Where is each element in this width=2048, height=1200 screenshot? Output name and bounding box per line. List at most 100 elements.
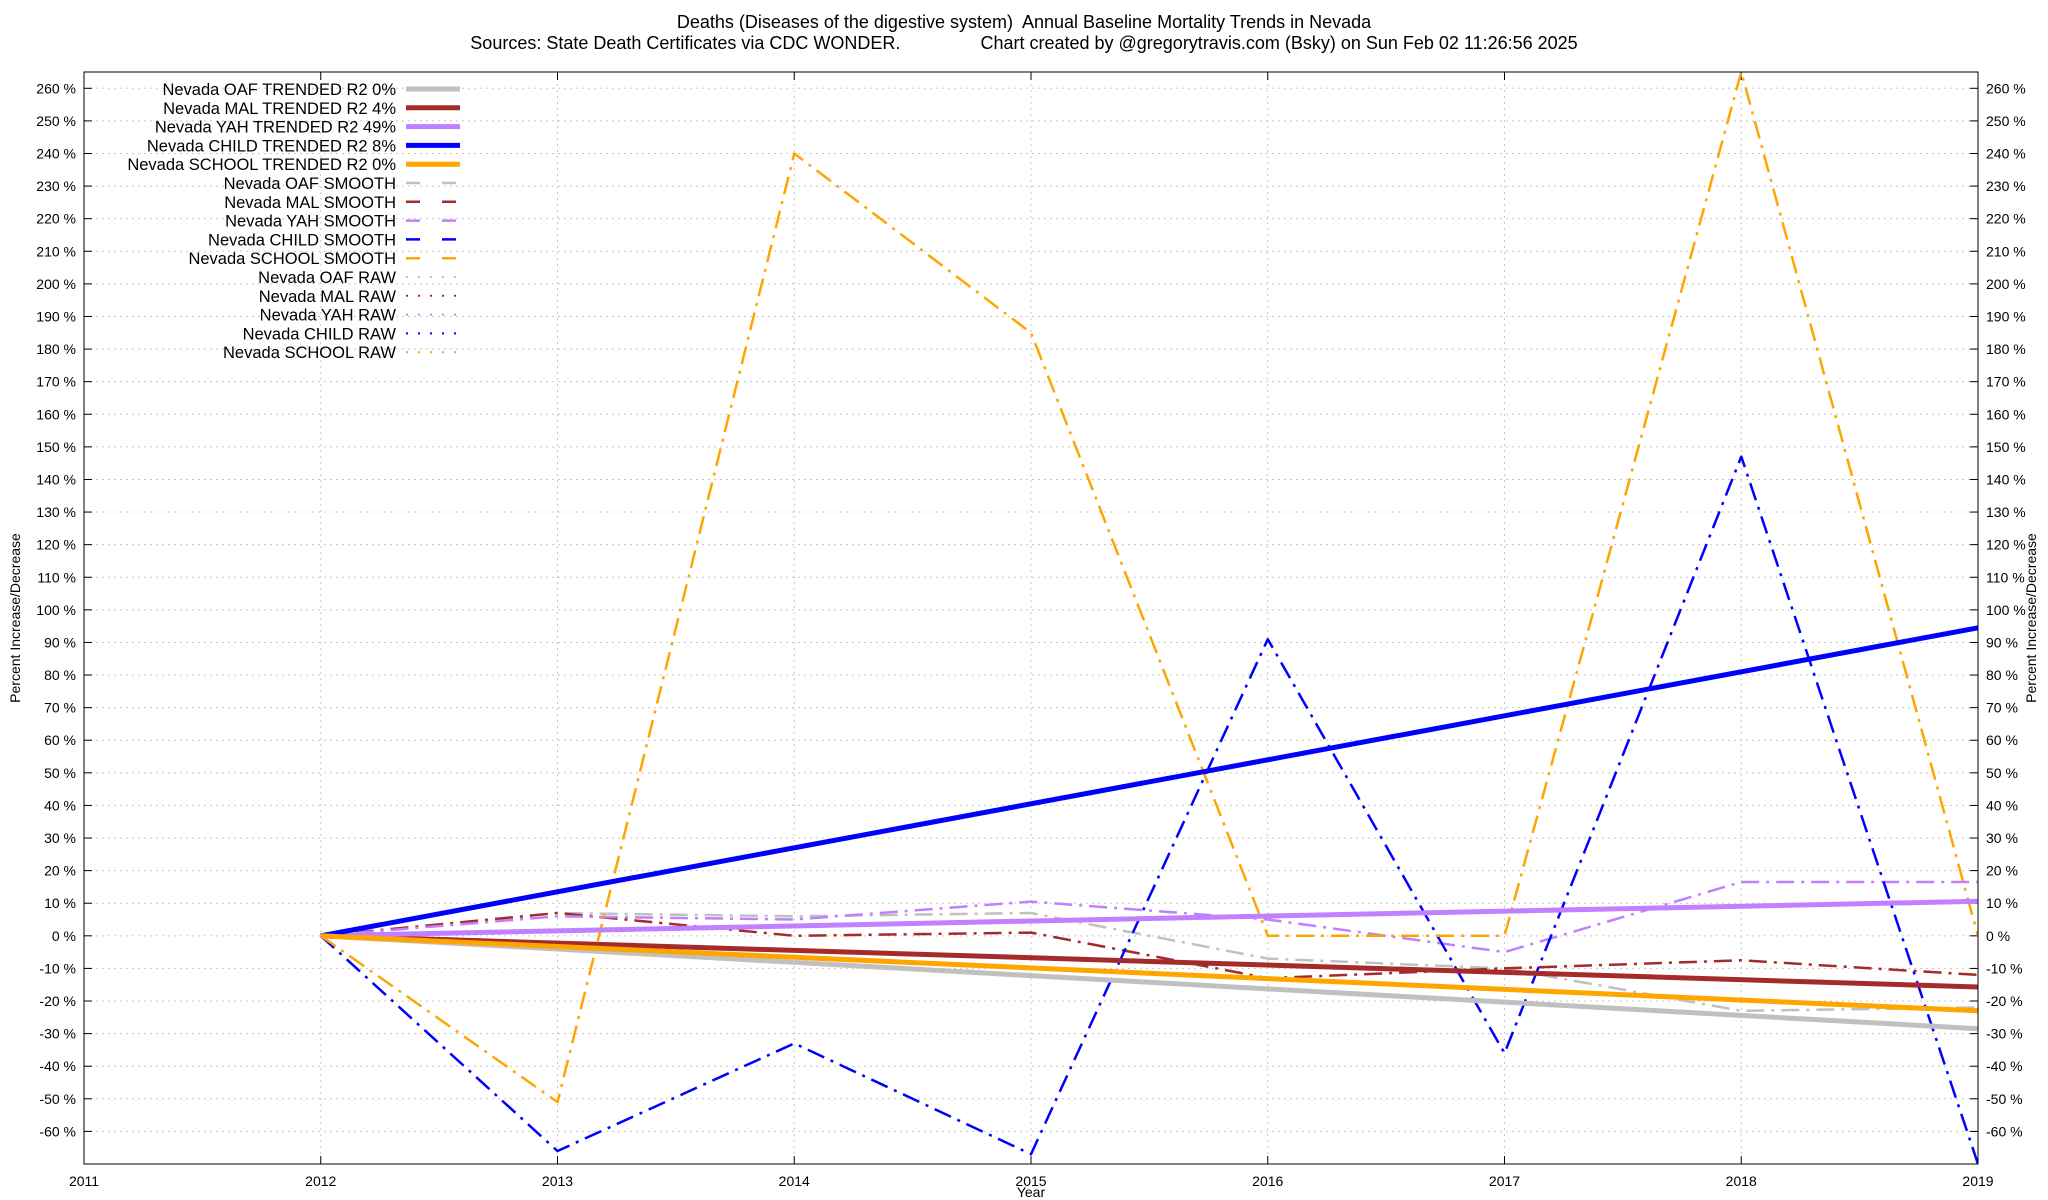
series-line [320,933,1978,1032]
plot-frame [83,71,1979,1165]
y-tick-label-right: -60 % [1986,1123,2023,1139]
legend-label: Nevada CHILD TRENDED R2 8% [147,137,396,155]
y-tick-label-right: 120 % [1986,537,2026,553]
y-tick-label: 120 % [36,537,76,553]
series-lines [319,72,1978,1164]
legend-label: Nevada MAL TRENDED R2 4% [163,100,396,118]
y-axis-label: Percent Increase/Decrease [7,533,23,703]
y-tick-label: 30 % [44,830,76,846]
legend-label: Nevada MAL SMOOTH [224,194,396,212]
y-tick-label-right: 50 % [1986,765,2018,781]
y-tick-label-right: 60 % [1986,732,2018,748]
legend-label: Nevada SCHOOL RAW [223,344,396,362]
series-line [320,625,1978,939]
y-tick-label-right: 250 % [1986,113,2026,129]
y-tick-label: 260 % [36,80,76,96]
series-line [320,933,1978,1014]
y-tick-label: -40 % [39,1058,76,1074]
series-line [320,72,1978,1104]
y-tick-label: 90 % [44,634,76,650]
y-tick-label-right: 30 % [1986,830,2018,846]
y-tick-label: -20 % [39,993,76,1009]
series-line [320,880,1978,954]
y-tick-label: 250 % [36,113,76,129]
series-line [319,455,1978,1164]
x-tick-label: 2011 [69,1173,99,1189]
y-tick-label-right: 20 % [1986,863,2018,879]
series-line [320,898,1978,939]
y-tick-label-right: 0 % [1986,928,2010,944]
legend: Nevada OAF TRENDED R2 0%Nevada MAL TREND… [127,81,460,362]
y-tick-label: 10 % [44,895,76,911]
legend-label: Nevada CHILD RAW [243,325,397,343]
legend-label: Nevada SCHOOL TRENDED R2 0% [127,156,396,174]
y-tick-label: 200 % [36,276,76,292]
y-tick-label-right: 180 % [1986,341,2026,357]
y-tick-label-right: 40 % [1986,797,2018,813]
y-tick-label-right: 110 % [1986,569,2025,585]
legend-label: Nevada YAH TRENDED R2 49% [155,119,397,137]
y-tick-label-right: 140 % [1986,471,2026,487]
grid-lines [83,72,1979,1164]
axis-ticks: -60 % -60 % -50 % -50 % -40 % -40 % -30 % -30 %… [36,72,2026,1189]
y-tick-label-right: -40 % [1986,1058,2023,1074]
y-tick-label-right: 260 % [1986,80,2026,96]
legend-label: Nevada YAH SMOOTH [225,213,396,231]
y-tick-label-right: 220 % [1986,211,2026,227]
y-tick-label-right: 160 % [1986,406,2026,422]
legend-label: Nevada OAF SMOOTH [224,175,396,193]
x-tick-label: 2015 [1015,1173,1046,1189]
y-tick-label-right: 170 % [1986,374,2026,390]
x-tick-label: 2019 [1962,1173,1993,1189]
x-tick-label: 2016 [1252,1173,1283,1189]
y-tick-label-right: 230 % [1986,178,2026,194]
legend-label: Nevada YAH RAW [260,307,397,325]
y-tick-label: 100 % [36,602,76,618]
x-tick-label: 2012 [305,1173,336,1189]
y-tick-label: 150 % [36,439,76,455]
y-tick-label: 140 % [36,471,76,487]
x-tick-label: 2014 [779,1173,810,1189]
y-tick-label: 70 % [44,700,76,716]
chart-subtitle: Sources: State Death Certificates via CD… [470,33,1578,53]
legend-label: Nevada OAF TRENDED R2 0% [162,81,396,99]
y-tick-label: 190 % [36,308,76,324]
y-tick-label-right: -20 % [1986,993,2023,1009]
y-axis-label-right: Percent Increase/Decrease [2023,533,2039,703]
y-tick-label-right: 240 % [1986,145,2026,161]
series-line [320,911,1978,980]
y-tick-label: 160 % [36,406,76,422]
y-tick-label-right: 210 % [1986,243,2026,259]
y-tick-label: 220 % [36,211,76,227]
series-line [320,911,1978,1013]
y-tick-label: 210 % [36,243,76,259]
y-tick-label-right: 130 % [1986,504,2026,520]
y-tick-label-right: 70 % [1986,700,2018,716]
y-tick-label: 110 % [37,569,76,585]
y-tick-label-right: 190 % [1986,308,2026,324]
y-tick-label-right: 100 % [1986,602,2026,618]
y-tick-label: -30 % [39,1026,76,1042]
y-tick-label: 20 % [44,863,76,879]
series-line [320,933,1978,990]
chart-title: Deaths (Diseases of the digestive system… [676,12,1372,32]
y-tick-label-right: 10 % [1986,895,2018,911]
y-tick-label: 60 % [44,732,76,748]
x-tick-label: 2017 [1489,1173,1520,1189]
y-tick-label-right: 200 % [1986,276,2026,292]
x-tick-label: 2013 [542,1173,573,1189]
legend-label: Nevada SCHOOL SMOOTH [188,250,396,268]
y-tick-label: 50 % [44,765,76,781]
x-tick-label: 2018 [1726,1173,1757,1189]
y-tick-label: -60 % [39,1123,76,1139]
y-tick-label: 40 % [44,797,76,813]
y-tick-label: -10 % [39,960,76,976]
legend-label: Nevada MAL RAW [259,288,397,306]
y-tick-label-right: -10 % [1986,960,2023,976]
y-tick-label-right: -50 % [1986,1091,2023,1107]
y-tick-label-right: 90 % [1986,634,2018,650]
y-tick-label-right: -30 % [1986,1026,2023,1042]
y-tick-label: -50 % [39,1091,76,1107]
y-tick-label-right: 80 % [1986,667,2018,683]
